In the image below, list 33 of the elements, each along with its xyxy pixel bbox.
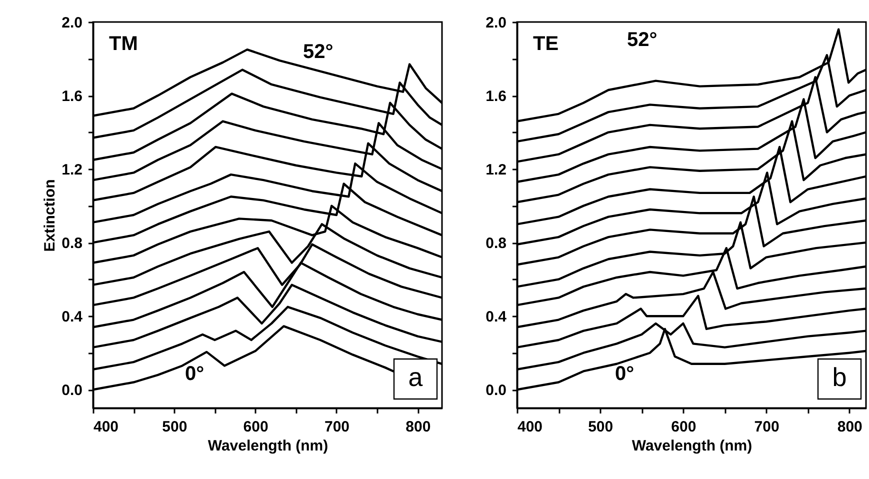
x-axis-title: Wavelength (nm) xyxy=(208,438,328,454)
annotation: 0° xyxy=(185,363,204,385)
x-tick-label: 500 xyxy=(588,418,614,436)
x-tick-label: 700 xyxy=(324,418,350,436)
y-tick-label: 0.8 xyxy=(62,235,82,252)
y-tick-label: 0.4 xyxy=(486,308,508,326)
x-tick-label: 500 xyxy=(162,418,188,436)
y-tick-label: 1.6 xyxy=(486,88,506,106)
y-tick-label: 0.8 xyxy=(486,235,506,252)
y-tick-label: 0.4 xyxy=(62,308,84,326)
x-tick-label: 400 xyxy=(94,418,119,436)
x-tick-label: 600 xyxy=(243,418,268,436)
y-tick-label: 2.0 xyxy=(62,14,82,32)
annotation: TM xyxy=(109,33,138,55)
y-tick-label: 2.0 xyxy=(486,14,506,32)
annotation: b xyxy=(832,362,847,392)
y-tick-label: 1.2 xyxy=(62,162,82,179)
x-tick-label: 600 xyxy=(671,418,696,436)
x-tick-label: 800 xyxy=(406,418,431,436)
x-axis-title: Wavelength (nm) xyxy=(632,438,752,454)
annotation: 52° xyxy=(303,41,334,63)
annotation: a xyxy=(408,362,424,392)
x-tick-label: 400 xyxy=(518,418,543,436)
annotation: TE xyxy=(533,33,559,55)
y-tick-label: 0.0 xyxy=(62,382,82,400)
x-tick-label: 800 xyxy=(837,418,862,436)
annotation: 52° xyxy=(627,29,658,51)
y-tick-label: 1.6 xyxy=(62,88,82,106)
annotation: 0° xyxy=(615,363,634,385)
y-tick-label: 0.0 xyxy=(486,382,506,400)
y-tick-label: 1.2 xyxy=(486,162,506,179)
x-tick-label: 700 xyxy=(754,418,780,436)
y-axis-title: Extinction xyxy=(42,179,59,252)
